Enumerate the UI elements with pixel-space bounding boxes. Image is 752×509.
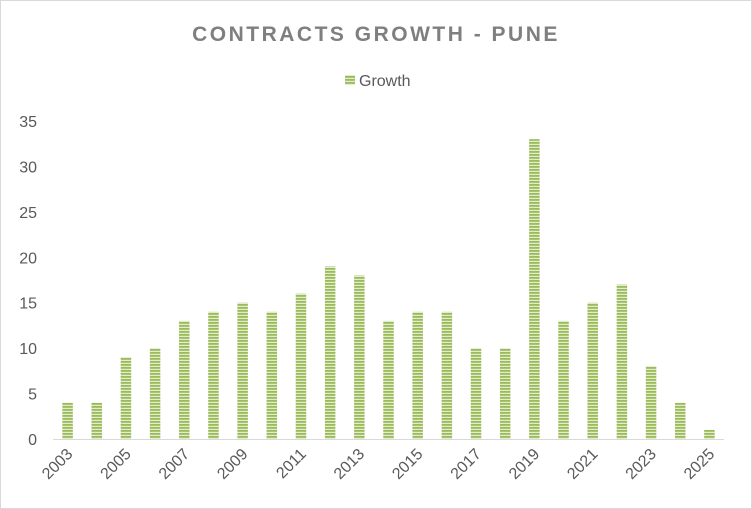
x-tick-label: 2013 [331, 446, 368, 483]
x-tick-label: 2019 [506, 446, 543, 483]
bar-2021 [587, 302, 598, 439]
bar-2008 [208, 311, 219, 439]
bar-2016 [441, 311, 453, 439]
bar-2015 [412, 311, 423, 439]
bar-2020 [558, 320, 569, 439]
bar-2014 [383, 320, 394, 439]
bar-2023 [645, 366, 657, 439]
bar-2009 [237, 302, 248, 439]
bar-series-growth [62, 139, 715, 440]
bar-2024 [674, 402, 686, 439]
x-tick-label: 2023 [623, 446, 660, 483]
x-tick-label: 2017 [448, 446, 485, 483]
bar-2013 [354, 275, 365, 439]
x-tick-label: 2015 [389, 446, 426, 483]
bar-2025 [704, 429, 715, 439]
bar-2019 [529, 139, 540, 440]
bar-2012 [324, 266, 336, 439]
bar-2017 [470, 348, 482, 439]
legend: Growth [345, 73, 411, 90]
bar-2004 [91, 402, 103, 439]
x-tick-label: 2009 [214, 446, 251, 483]
x-tick-label: 2005 [98, 446, 135, 483]
x-tick-label: 2007 [156, 446, 193, 483]
y-tick-label: 20 [19, 250, 37, 267]
y-tick-label: 15 [19, 296, 37, 313]
bar-2003 [62, 402, 73, 439]
y-axis-ticks: 0 5 10 15 20 25 30 35 [19, 114, 37, 449]
bar-2010 [266, 311, 278, 439]
x-axis-ticks: 2003 2005 2007 2009 2011 2013 2015 2017 2019 2021… [39, 446, 718, 483]
x-tick-label: 2011 [273, 446, 309, 482]
x-tick-label: 2003 [39, 446, 76, 483]
chart-title: CONTRACTS GROWTH - PUNE [192, 23, 560, 46]
bar-2006 [149, 348, 161, 439]
y-tick-label: 35 [19, 114, 37, 131]
bar-2018 [499, 348, 511, 439]
x-tick-label: 2021 [564, 446, 601, 483]
bar-2007 [179, 320, 190, 439]
bar-2005 [120, 357, 132, 439]
y-tick-label: 5 [28, 387, 37, 404]
y-tick-label: 0 [28, 432, 37, 449]
legend-label: Growth [359, 73, 411, 90]
y-tick-label: 25 [19, 205, 37, 222]
x-tick-label: 2025 [681, 446, 718, 483]
y-tick-label: 30 [19, 159, 37, 176]
bar-2022 [616, 284, 628, 439]
legend-swatch [345, 75, 355, 85]
y-tick-label: 10 [19, 341, 37, 358]
bar-2011 [295, 293, 307, 439]
